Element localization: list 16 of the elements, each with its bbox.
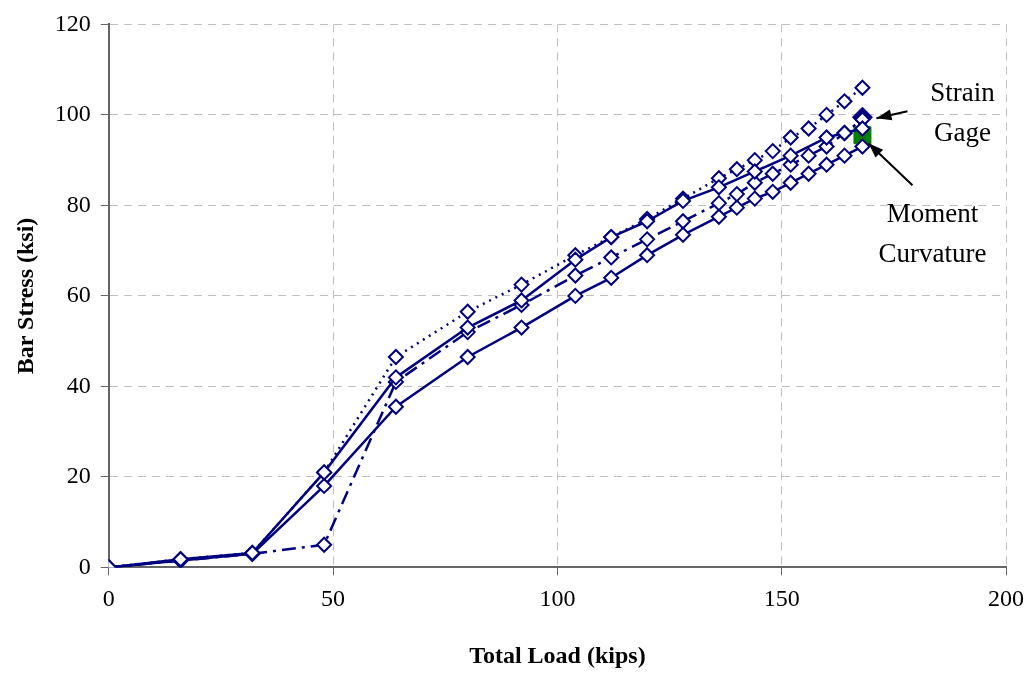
x-tick-label: 100 (539, 585, 576, 612)
y-tick-label: 20 (66, 462, 91, 489)
y-axis-title: Bar Stress (ksi) (11, 217, 38, 375)
x-axis-title: Total Load (kips) (469, 641, 646, 668)
y-tick-label: 80 (66, 190, 91, 217)
x-tick-label: 50 (321, 585, 346, 612)
y-tick-label: 40 (66, 371, 91, 398)
y-tick-label: 120 (54, 9, 91, 36)
x-tick-label: 200 (988, 585, 1024, 612)
annotation: Strain Gage (930, 77, 996, 148)
y-tick-label: 100 (54, 100, 91, 127)
y-tick-label: 0 (78, 552, 91, 579)
y-tick-label: 60 (66, 281, 91, 308)
annotation: Moment Curvature (878, 198, 987, 269)
x-tick-label: 150 (763, 585, 800, 612)
x-tick-label: 0 (102, 585, 115, 612)
